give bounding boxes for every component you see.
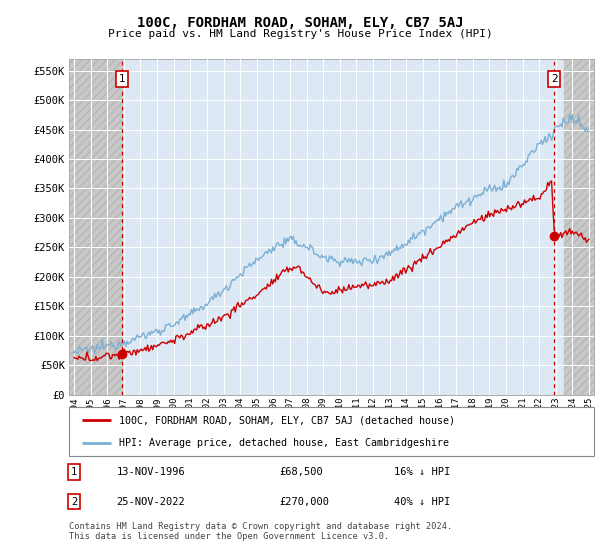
Text: 1: 1 bbox=[119, 74, 125, 84]
Text: 2: 2 bbox=[551, 74, 557, 84]
Text: Price paid vs. HM Land Registry's House Price Index (HPI): Price paid vs. HM Land Registry's House … bbox=[107, 29, 493, 39]
Text: 13-NOV-1996: 13-NOV-1996 bbox=[116, 467, 185, 477]
Text: Contains HM Land Registry data © Crown copyright and database right 2024.
This d: Contains HM Land Registry data © Crown c… bbox=[69, 522, 452, 542]
Text: 25-NOV-2022: 25-NOV-2022 bbox=[116, 497, 185, 507]
Text: HPI: Average price, detached house, East Cambridgeshire: HPI: Average price, detached house, East… bbox=[119, 438, 449, 448]
Text: 16% ↓ HPI: 16% ↓ HPI bbox=[395, 467, 451, 477]
Bar bbox=[69, 59, 122, 395]
Text: 2: 2 bbox=[71, 497, 77, 507]
Bar bbox=[564, 59, 594, 395]
Text: 100C, FORDHAM ROAD, SOHAM, ELY, CB7 5AJ: 100C, FORDHAM ROAD, SOHAM, ELY, CB7 5AJ bbox=[137, 16, 463, 30]
Text: £270,000: £270,000 bbox=[279, 497, 329, 507]
Text: 40% ↓ HPI: 40% ↓ HPI bbox=[395, 497, 451, 507]
Bar bbox=[564, 59, 594, 395]
Text: 1: 1 bbox=[71, 467, 77, 477]
Text: 100C, FORDHAM ROAD, SOHAM, ELY, CB7 5AJ (detached house): 100C, FORDHAM ROAD, SOHAM, ELY, CB7 5AJ … bbox=[119, 416, 455, 426]
FancyBboxPatch shape bbox=[69, 407, 594, 456]
Text: £68,500: £68,500 bbox=[279, 467, 323, 477]
Bar bbox=[69, 59, 122, 395]
